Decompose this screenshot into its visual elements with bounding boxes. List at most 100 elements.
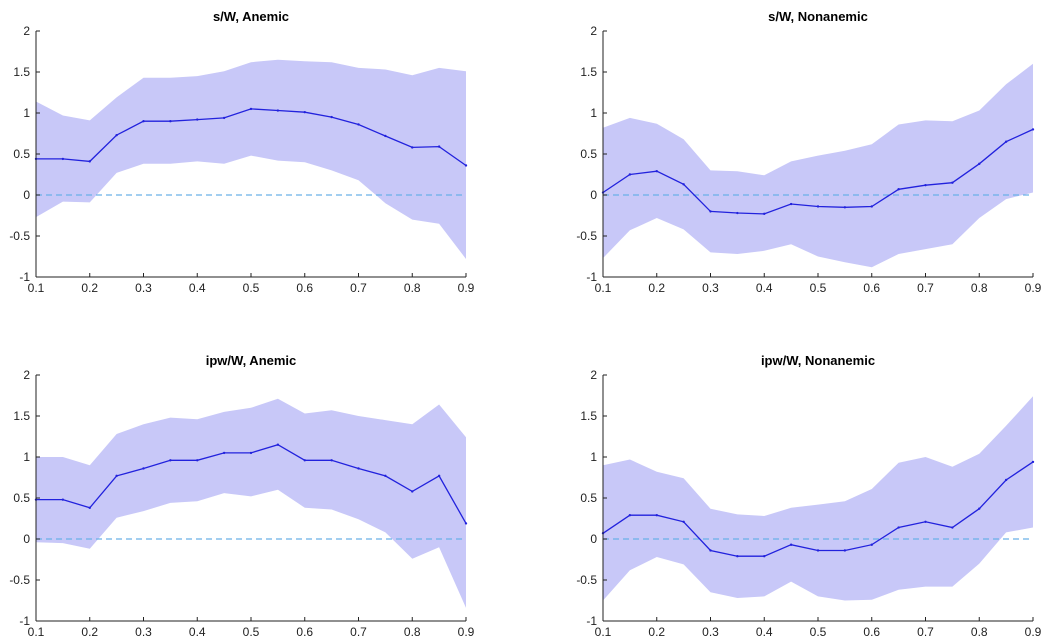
data-point — [789, 543, 793, 546]
confidence-band — [603, 63, 1033, 268]
x-tick-label: 0.2 — [81, 625, 98, 639]
y-tick-label: 1.5 — [580, 65, 597, 79]
data-point — [816, 549, 820, 552]
data-point — [357, 123, 360, 126]
x-tick-label: 0.9 — [1025, 281, 1042, 295]
x-tick-label: 0.7 — [350, 625, 367, 639]
data-point — [870, 205, 873, 208]
data-point — [115, 474, 118, 478]
data-point — [411, 490, 414, 493]
data-point — [384, 474, 387, 478]
x-tick-label: 0.2 — [648, 281, 665, 295]
y-tick-label: -1 — [19, 270, 30, 284]
data-point — [384, 134, 387, 138]
y-tick-label: 1.5 — [580, 409, 597, 423]
data-point — [1031, 128, 1035, 131]
data-point — [142, 467, 145, 470]
data-point — [736, 211, 739, 215]
x-tick-label: 0.3 — [135, 625, 152, 639]
x-tick-label: 0.1 — [28, 281, 45, 295]
data-point — [655, 514, 658, 517]
data-point — [924, 520, 927, 523]
x-tick-label: 0.9 — [1025, 625, 1042, 639]
x-tick-label: 0.4 — [756, 625, 773, 639]
y-tick-label: 0 — [590, 188, 597, 202]
data-point — [61, 157, 65, 161]
x-tick-label: 0.4 — [756, 281, 773, 295]
y-tick-label: -0.5 — [9, 229, 30, 243]
x-tick-label: 0.1 — [595, 281, 612, 295]
x-tick-label: 0.9 — [458, 281, 475, 295]
y-tick-label: 1 — [590, 106, 597, 120]
x-tick-label: 0.8 — [971, 281, 988, 295]
data-point — [655, 170, 658, 173]
data-point — [330, 459, 333, 462]
data-point — [357, 467, 360, 470]
data-point — [763, 555, 766, 558]
data-point — [464, 164, 468, 167]
data-point — [330, 115, 333, 119]
x-tick-label: 0.8 — [404, 281, 421, 295]
y-tick-label: 2 — [23, 24, 30, 38]
y-tick-label: 1.5 — [13, 65, 30, 79]
data-point — [169, 120, 172, 123]
data-point — [736, 555, 739, 558]
data-point — [897, 188, 900, 191]
y-tick-label: -1 — [19, 614, 30, 628]
data-point — [276, 443, 280, 446]
y-tick-label: -1 — [586, 614, 597, 628]
data-point — [978, 507, 981, 510]
y-tick-label: 0 — [590, 532, 597, 546]
y-tick-label: -1 — [586, 270, 597, 284]
x-tick-label: 0.2 — [648, 625, 665, 639]
data-point — [249, 107, 253, 111]
x-tick-label: 0.4 — [189, 281, 206, 295]
data-point — [978, 162, 981, 166]
y-tick-label: 2 — [590, 368, 597, 382]
confidence-band — [36, 59, 466, 260]
data-point — [628, 173, 632, 176]
x-tick-label: 0.1 — [595, 625, 612, 639]
data-point — [1031, 460, 1035, 464]
y-tick-label: 0.5 — [580, 147, 597, 161]
confidence-band — [36, 398, 466, 608]
data-point — [196, 118, 199, 121]
data-point — [843, 549, 847, 552]
x-tick-label: 0.9 — [458, 625, 475, 639]
x-tick-label: 0.6 — [296, 625, 313, 639]
confidence-band — [603, 396, 1033, 601]
panel-2: 0.1 0.2 0.3 0.4 0.5 0.6 0.7 0.8 0.9 -1 -0.5 0 0.5 1 1.… — [576, 9, 1041, 295]
panel-1: 0.1 0.2 0.3 0.4 0.5 0.6 0.7 0.8 0.9 -1 -0.5 0 0.5 1 1.… — [9, 9, 474, 295]
x-tick-label: 0.2 — [81, 281, 98, 295]
chart-title: ipw/W, Anemic — [206, 353, 297, 368]
data-point — [464, 522, 468, 525]
data-point — [303, 459, 306, 462]
data-point — [437, 145, 441, 148]
data-point — [682, 520, 685, 523]
data-point — [222, 116, 226, 120]
x-tick-label: 0.5 — [810, 281, 827, 295]
x-tick-label: 0.5 — [243, 281, 260, 295]
data-point — [628, 514, 632, 517]
x-tick-label: 0.1 — [28, 625, 45, 639]
y-tick-label: 0 — [23, 532, 30, 546]
data-point — [88, 160, 91, 163]
data-point — [924, 183, 927, 187]
x-tick-label: 0.5 — [243, 625, 260, 639]
data-point — [303, 110, 306, 114]
data-point — [276, 109, 280, 112]
y-tick-label: -0.5 — [576, 229, 597, 243]
data-point — [222, 451, 226, 455]
y-tick-label: 0.5 — [13, 491, 30, 505]
data-point — [843, 206, 847, 209]
y-tick-label: 0.5 — [580, 491, 597, 505]
x-tick-label: 0.3 — [702, 625, 719, 639]
data-point — [437, 474, 441, 478]
x-tick-label: 0.7 — [917, 625, 934, 639]
x-tick-label: 0.8 — [404, 625, 421, 639]
y-tick-label: -0.5 — [576, 573, 597, 587]
y-tick-label: 1 — [23, 450, 30, 464]
data-point — [789, 202, 793, 206]
data-point — [951, 181, 954, 184]
